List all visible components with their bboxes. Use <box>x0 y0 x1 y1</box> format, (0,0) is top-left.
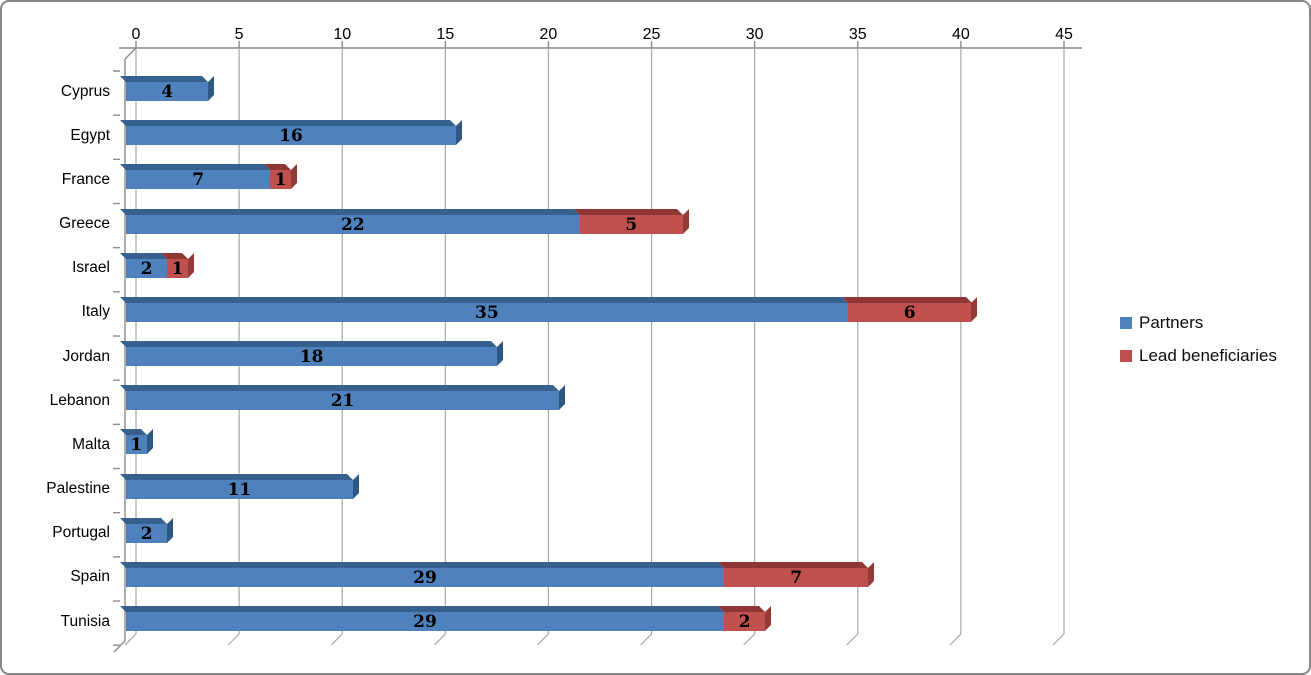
axis-tick-label: 30 <box>745 26 764 43</box>
bar-segment-lead-beneficiaries: 1 <box>161 252 194 279</box>
legend: Partners Lead beneficiaries <box>1120 311 1277 377</box>
legend-item-lead-beneficiaries: Lead beneficiaries <box>1120 344 1277 367</box>
bar-segment-partners: 2 <box>120 252 168 279</box>
bar-segment-partners: 21 <box>120 385 566 412</box>
legend-label-lead-beneficiaries: Lead beneficiaries <box>1139 345 1277 365</box>
bar-segment-partners: 11 <box>120 473 359 500</box>
legend-label-partners: Partners <box>1139 312 1204 332</box>
bar-value-label: 29 <box>413 567 437 588</box>
gridline-floor-diagonal <box>846 633 859 646</box>
bar-segment-partners: 2 <box>120 517 174 544</box>
bar-value-label: 29 <box>413 612 437 633</box>
bar-segment-lead-beneficiaries: 2 <box>718 606 772 633</box>
category-label: Israel <box>72 259 110 277</box>
bar-segment-partners: 29 <box>120 606 725 633</box>
bar-value-label: 2 <box>140 523 153 544</box>
bar-segment-partners: 4 <box>120 76 215 102</box>
category-label: Tunisia <box>60 612 110 630</box>
axis-tick-label: 35 <box>848 26 867 43</box>
category-label: Lebanon <box>49 391 110 409</box>
bar-segment-partners: 29 <box>120 561 725 588</box>
legend-swatch-partners <box>1120 316 1132 329</box>
category-label: Italy <box>81 303 110 321</box>
bar-segment-partners: 18 <box>120 341 504 368</box>
gridline-floor-diagonal <box>330 633 343 646</box>
bar-value-label: 11 <box>227 479 252 500</box>
bar-value-label: 21 <box>330 391 355 412</box>
bar-value-label: 7 <box>192 170 205 191</box>
wall-top-edge <box>124 47 137 60</box>
gridline-floor-diagonal <box>949 633 962 646</box>
bar-segment-lead-beneficiaries: 6 <box>841 296 978 323</box>
bar-segment-partners: 16 <box>120 120 462 147</box>
axis-tick-label: 25 <box>642 26 661 43</box>
bar-value-label: 1 <box>130 435 143 456</box>
bar-value-label: 16 <box>279 126 303 147</box>
bar-value-label: 1 <box>171 258 184 279</box>
bar-value-label: 2 <box>140 258 153 279</box>
category-label: France <box>61 170 110 188</box>
gridline-floor-diagonal <box>537 633 549 646</box>
bar-value-label: 1 <box>274 170 287 191</box>
category-label: Palestine <box>46 480 110 498</box>
bar-value-label: 7 <box>790 567 803 588</box>
gridline-floor-diagonal <box>227 633 240 646</box>
bar-segment-lead-beneficiaries: 1 <box>264 164 297 191</box>
axis-tick-label: 20 <box>539 26 558 43</box>
category-label: Egypt <box>70 126 110 144</box>
gridline-floor-diagonal <box>124 633 137 646</box>
bar-segment-partners: 7 <box>120 164 271 191</box>
bar-value-label: 2 <box>738 612 751 633</box>
gridline-floor-diagonal <box>640 633 652 646</box>
bar-value-label: 6 <box>903 302 916 323</box>
axis-tick-label: 0 <box>131 26 141 43</box>
bar-segment-partners: 35 <box>120 296 848 323</box>
legend-swatch-lead-beneficiaries <box>1120 349 1132 362</box>
category-label: Portugal <box>52 524 110 542</box>
category-label: Cyprus <box>60 82 110 100</box>
category-label: Greece <box>59 215 110 232</box>
bar-segment-partners: 22 <box>120 208 580 235</box>
axis-tick-label: 15 <box>436 26 455 43</box>
category-label: Jordan <box>62 347 110 365</box>
wall-bottom-edge <box>113 640 126 653</box>
legend-item-partners: Partners <box>1120 311 1277 334</box>
axis-tick-label: 45 <box>1055 26 1073 43</box>
axis-tick-label: 5 <box>234 26 244 43</box>
bar-value-label: 22 <box>341 214 365 235</box>
bar-segment-partners: 1 <box>120 429 153 456</box>
category-label: Spain <box>70 568 110 586</box>
bar-value-label: 18 <box>299 347 324 368</box>
bar-segment-lead-beneficiaries: 7 <box>718 561 875 588</box>
bar-value-label: 4 <box>161 82 174 102</box>
gridline-floor-diagonal <box>1052 633 1065 646</box>
axis-tick-label: 10 <box>333 26 352 43</box>
bar-value-label: 35 <box>475 302 499 323</box>
bar-value-label: 5 <box>625 214 638 235</box>
category-label: Malta <box>72 435 110 453</box>
gridline-floor-diagonal <box>743 633 756 646</box>
gridline-floor-diagonal <box>433 633 446 646</box>
bar-segment-lead-beneficiaries: 5 <box>573 208 689 235</box>
axis-tick-label: 40 <box>951 26 970 43</box>
